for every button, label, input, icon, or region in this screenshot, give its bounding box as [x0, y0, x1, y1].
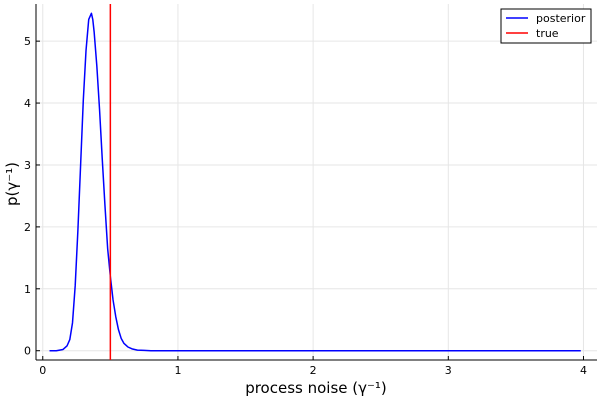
legend-box — [500, 8, 592, 44]
legend: posterior true — [500, 8, 592, 44]
x-tick-label: 1 — [174, 364, 181, 377]
tick-labels: 0 1 2 3 4 0 1 2 3 4 5 — [24, 35, 587, 377]
y-tick-label: 3 — [24, 159, 31, 172]
y-tick-label: 4 — [24, 97, 31, 110]
y-tick-label: 5 — [24, 35, 31, 48]
y-tick-label: 0 — [24, 345, 31, 358]
series-line-posterior — [49, 12, 581, 352]
y-tick-label: 2 — [24, 221, 31, 234]
y-tick-label: 1 — [24, 283, 31, 296]
x-tick-label: 4 — [580, 364, 587, 377]
x-tick-label: 0 — [39, 364, 46, 377]
axes — [35, 4, 597, 361]
legend-label-true: true — [536, 27, 559, 40]
y-axis-title: p(γ⁻¹) — [3, 162, 21, 206]
x-tick-label: 3 — [445, 364, 452, 377]
grid — [36, 4, 597, 360]
x-tick-label: 2 — [310, 364, 317, 377]
x-axis-title: process noise (γ⁻¹) — [245, 379, 387, 397]
series — [49, 4, 581, 360]
legend-label-posterior: posterior — [536, 12, 586, 25]
